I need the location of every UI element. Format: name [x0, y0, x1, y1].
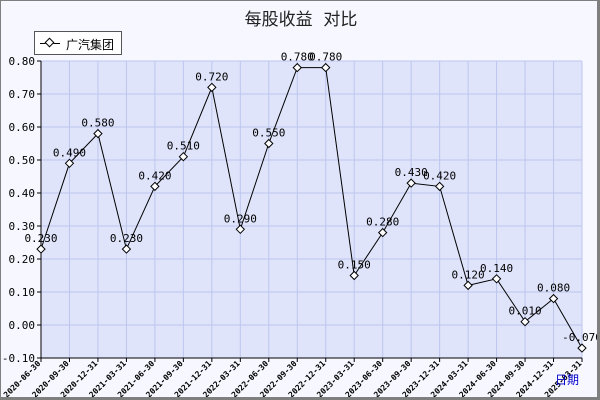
data-label: 0.720: [195, 70, 228, 83]
y-tick-label: 0.00: [9, 319, 36, 332]
data-label: 0.780: [309, 51, 342, 64]
data-label: 0.510: [167, 140, 200, 153]
y-tick-label: 0.30: [9, 220, 36, 233]
y-tick-label: 0.20: [9, 253, 36, 266]
y-tick-label: 0.60: [9, 121, 36, 134]
data-label: 0.580: [81, 117, 114, 130]
data-point-marker: [150, 181, 160, 192]
series-line: [40, 67, 583, 349]
y-tick-label: -0.10: [2, 352, 35, 365]
y-tick-label: 0.80: [9, 55, 36, 68]
data-point-marker: [93, 128, 103, 139]
series-layer: [36, 62, 587, 353]
legend: 广汽集团: [34, 31, 122, 55]
data-point-marker: [264, 138, 274, 149]
chart-title: 每股收益 对比: [244, 10, 358, 30]
data-point-marker: [434, 181, 445, 192]
legend-label: 广汽集团: [66, 38, 115, 52]
y-tick-label: 0.50: [9, 154, 36, 167]
x-axis-title: 日期: [555, 373, 579, 387]
data-label: 0.140: [480, 262, 513, 275]
data-point-marker: [491, 274, 502, 284]
data-label: 0.230: [24, 232, 57, 245]
data-label: 0.290: [224, 212, 257, 225]
data-label: 0.490: [53, 146, 86, 159]
data-point-marker: [349, 270, 359, 281]
data-point-marker: [577, 343, 587, 353]
data-label: 0.550: [252, 127, 285, 140]
data-point-marker: [121, 244, 132, 254]
data-point-marker: [235, 224, 246, 235]
data-label: 0.230: [110, 232, 143, 245]
data-point-marker: [463, 280, 473, 291]
data-point-marker: [178, 151, 189, 162]
data-point-marker: [406, 178, 416, 188]
data-label: -0.070: [562, 331, 600, 344]
data-label: 0.420: [138, 169, 171, 182]
data-point-marker: [292, 62, 302, 73]
data-point-marker: [520, 316, 530, 327]
data-point-marker: [64, 158, 75, 169]
data-point-marker: [548, 293, 559, 304]
data-label: 0.120: [452, 268, 485, 281]
data-label: 0.150: [338, 259, 371, 272]
data-label: 0.010: [508, 305, 541, 318]
legend-diamond-marker-icon: [44, 37, 55, 48]
data-label: 0.420: [423, 169, 456, 182]
data-label: 0.430: [395, 166, 428, 179]
data-point-marker: [207, 82, 217, 93]
data-label-layer: 0.230 0.490 0.580 0.230 0.420 0.510 0.720 0.290…: [24, 51, 600, 345]
data-label: 0.780: [281, 51, 314, 64]
data-label: 0.080: [537, 282, 570, 295]
data-point-marker: [36, 244, 46, 254]
data-point-marker: [377, 227, 388, 238]
y-tick-label: 0.10: [9, 286, 36, 299]
y-tick-label: 0.40: [9, 187, 36, 200]
grid-layer: [40, 60, 583, 359]
plot-area: [41, 61, 582, 358]
data-point-marker: [321, 62, 331, 73]
data-label: 0.280: [366, 216, 399, 229]
y-tick-label: 0.70: [9, 88, 36, 101]
